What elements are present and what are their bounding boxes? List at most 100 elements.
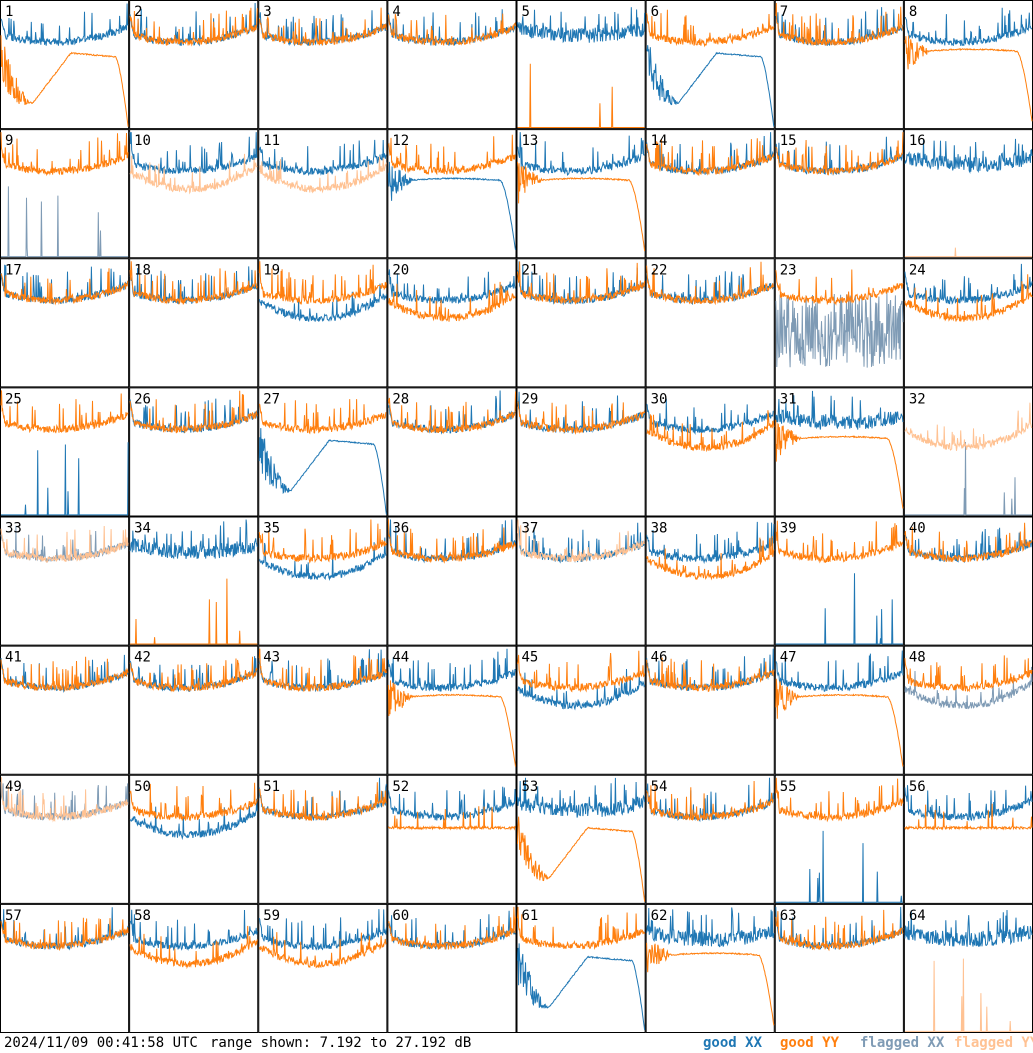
antenna-panel-42: 42	[129, 645, 259, 775]
panel-frame	[0, 516, 130, 646]
antenna-panel-60: 60	[387, 903, 517, 1033]
antenna-panel-2: 2	[129, 0, 259, 130]
range-label: range shown: 7.192 to 27.192 dB	[210, 1035, 472, 1051]
series-xx-line	[129, 132, 258, 175]
antenna-panel-26: 26	[129, 387, 259, 517]
series-yy-line	[1, 777, 129, 823]
series-xx-line	[775, 650, 904, 692]
antenna-number-label: 6	[651, 4, 659, 20]
panel-frame	[774, 903, 904, 1033]
series-yy-line	[646, 261, 775, 306]
antenna-panel-50: 50	[129, 774, 259, 904]
antenna-number-label: 21	[522, 262, 539, 278]
series-yy-line	[129, 656, 258, 693]
antenna-panel-22: 22	[645, 258, 775, 388]
series-yy-line	[517, 261, 646, 305]
antenna-number-label: 10	[134, 133, 151, 149]
antenna-panel-4: 4	[387, 0, 517, 130]
antenna-panel-64: 64	[903, 903, 1033, 1033]
antenna-panel-35: 35	[258, 516, 388, 646]
antenna-panel-49: 49	[0, 774, 130, 904]
series-yy-line	[387, 806, 516, 831]
panel-frame	[258, 645, 388, 775]
panel-frame	[129, 903, 259, 1033]
antenna-number-label: 19	[263, 262, 280, 278]
panel-frame	[387, 387, 517, 517]
panel-frame	[387, 903, 517, 1033]
series-yy-line	[258, 261, 387, 306]
series-yy-line	[904, 402, 1033, 451]
series-yy-line	[258, 648, 387, 693]
antenna-number-label: 15	[780, 133, 797, 149]
antenna-panel-44: 44	[387, 645, 517, 775]
panel-frame	[645, 258, 775, 388]
panel-frame	[645, 129, 775, 259]
panel-frame	[129, 387, 259, 517]
antenna-number-label: 24	[909, 262, 926, 278]
antenna-panel-8: 8	[903, 0, 1033, 130]
panel-frame	[903, 129, 1033, 259]
antenna-panel-43: 43	[258, 645, 388, 775]
panel-frame	[645, 387, 775, 517]
antenna-number-label: 4	[392, 4, 400, 20]
antenna-number-label: 13	[522, 133, 539, 149]
antenna-panel-53: 53	[516, 774, 646, 904]
antenna-number-label: 12	[392, 133, 409, 149]
antenna-panel-27: 27	[258, 387, 388, 517]
antenna-number-label: 16	[909, 133, 926, 149]
antenna-number-label: 63	[780, 908, 797, 924]
antenna-panel-11: 11	[258, 129, 388, 259]
antenna-number-label: 22	[651, 262, 668, 278]
antenna-number-label: 38	[651, 521, 668, 537]
series-xx-line	[1, 186, 129, 258]
series-xx-line	[258, 537, 387, 581]
antenna-number-label: 32	[909, 391, 926, 407]
antenna-panel-39: 39	[774, 516, 904, 646]
series-yy-line	[387, 391, 516, 434]
series-yy-line	[129, 782, 258, 821]
antenna-number-label: 27	[263, 391, 280, 407]
series-xx-line	[0, 3, 129, 46]
antenna-panel-63: 63	[774, 903, 904, 1033]
antenna-panel-48: 48	[903, 645, 1033, 775]
antenna-number-label: 55	[780, 779, 797, 795]
series-yy-line	[646, 942, 775, 1026]
panel-frame	[387, 0, 517, 130]
footer: 2024/11/09 00:41:58 UTC range shown: 7.1…	[0, 1033, 1033, 1053]
antenna-panel-34: 34	[129, 516, 259, 646]
series-xx-line	[517, 777, 646, 818]
series-xx-line	[646, 398, 774, 436]
antenna-panel-3: 3	[258, 0, 388, 130]
antenna-number-label: 46	[651, 650, 668, 666]
series-xx-line	[258, 283, 387, 323]
panel-frame	[516, 903, 646, 1033]
series-yy-line	[0, 390, 129, 434]
series-yy-line	[517, 650, 646, 693]
series-yy-line	[517, 906, 646, 951]
legend-flagged-yy: flagged YY	[954, 1035, 1033, 1051]
antenna-panel-31: 31	[774, 387, 904, 517]
series-yy-line	[904, 803, 1033, 831]
antenna-number-label: 54	[651, 779, 668, 795]
panel-frame	[258, 903, 388, 1033]
series-xx-line	[387, 161, 516, 250]
antenna-panel-36: 36	[387, 516, 517, 646]
antenna-number-label: 51	[263, 779, 280, 795]
antenna-panel-29: 29	[516, 387, 646, 517]
series-yy-line	[775, 777, 904, 823]
series-yy-line	[0, 525, 129, 563]
series-yy-line	[904, 522, 1033, 563]
series-yy-line	[775, 419, 904, 509]
panel-frame	[0, 129, 130, 259]
antenna-number-label: 11	[263, 133, 280, 149]
antenna-number-label: 28	[392, 391, 409, 407]
antenna-panel-54: 54	[645, 774, 775, 904]
series-yy-line	[517, 816, 646, 902]
antenna-panel-18: 18	[129, 258, 259, 388]
series-yy-line	[646, 657, 775, 693]
series-yy-line	[517, 161, 646, 252]
series-xx-line	[646, 45, 775, 127]
antenna-number-label: 5	[522, 4, 530, 20]
antenna-number-label: 8	[909, 4, 917, 20]
panel-frame	[258, 387, 388, 517]
